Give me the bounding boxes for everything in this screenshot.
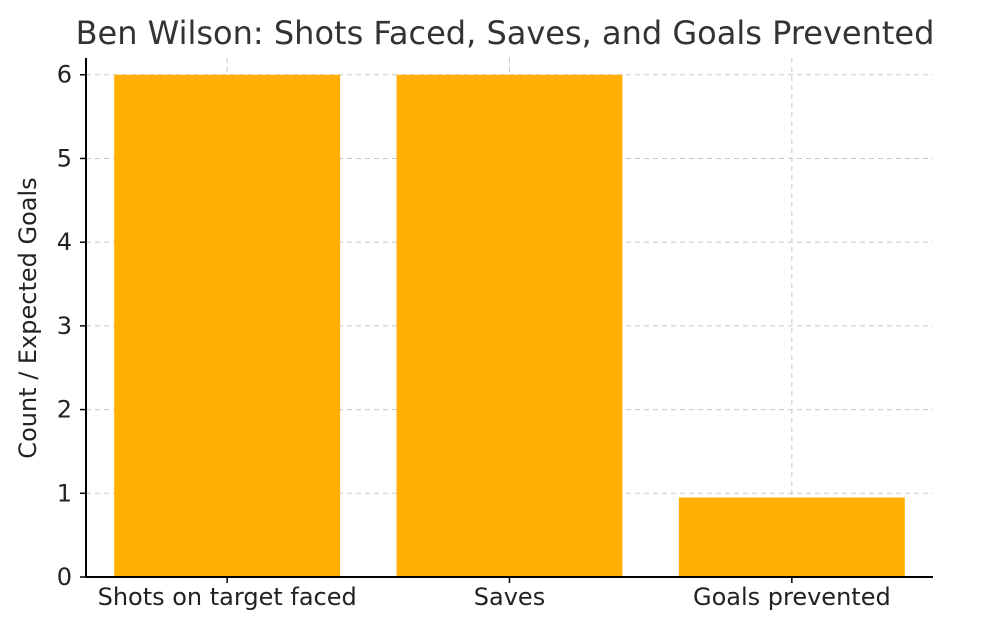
bar — [114, 74, 341, 577]
x-tick-label: Goals prevented — [693, 583, 891, 611]
bar — [396, 74, 623, 577]
y-axis-ticks: 0 1 2 3 4 5 6 — [57, 61, 86, 591]
x-axis-ticks: Shots on target faced Saves Goals prevente… — [98, 577, 891, 611]
bars — [114, 74, 905, 577]
y-tick-label: 2 — [57, 396, 72, 424]
x-tick-label: Shots on target faced — [98, 583, 357, 611]
y-axis-label: Count / Expected Goals — [14, 177, 42, 458]
y-tick-label: 6 — [57, 61, 72, 89]
y-tick-label: 1 — [57, 479, 72, 507]
y-tick-label: 3 — [57, 312, 72, 340]
y-tick-label: 0 — [57, 563, 72, 591]
chart-title: Ben Wilson: Shots Faced, Saves, and Goal… — [76, 14, 935, 52]
x-tick-label: Saves — [474, 583, 545, 611]
y-tick-label: 5 — [57, 144, 72, 172]
bar — [678, 497, 905, 577]
y-tick-label: 4 — [57, 228, 72, 256]
